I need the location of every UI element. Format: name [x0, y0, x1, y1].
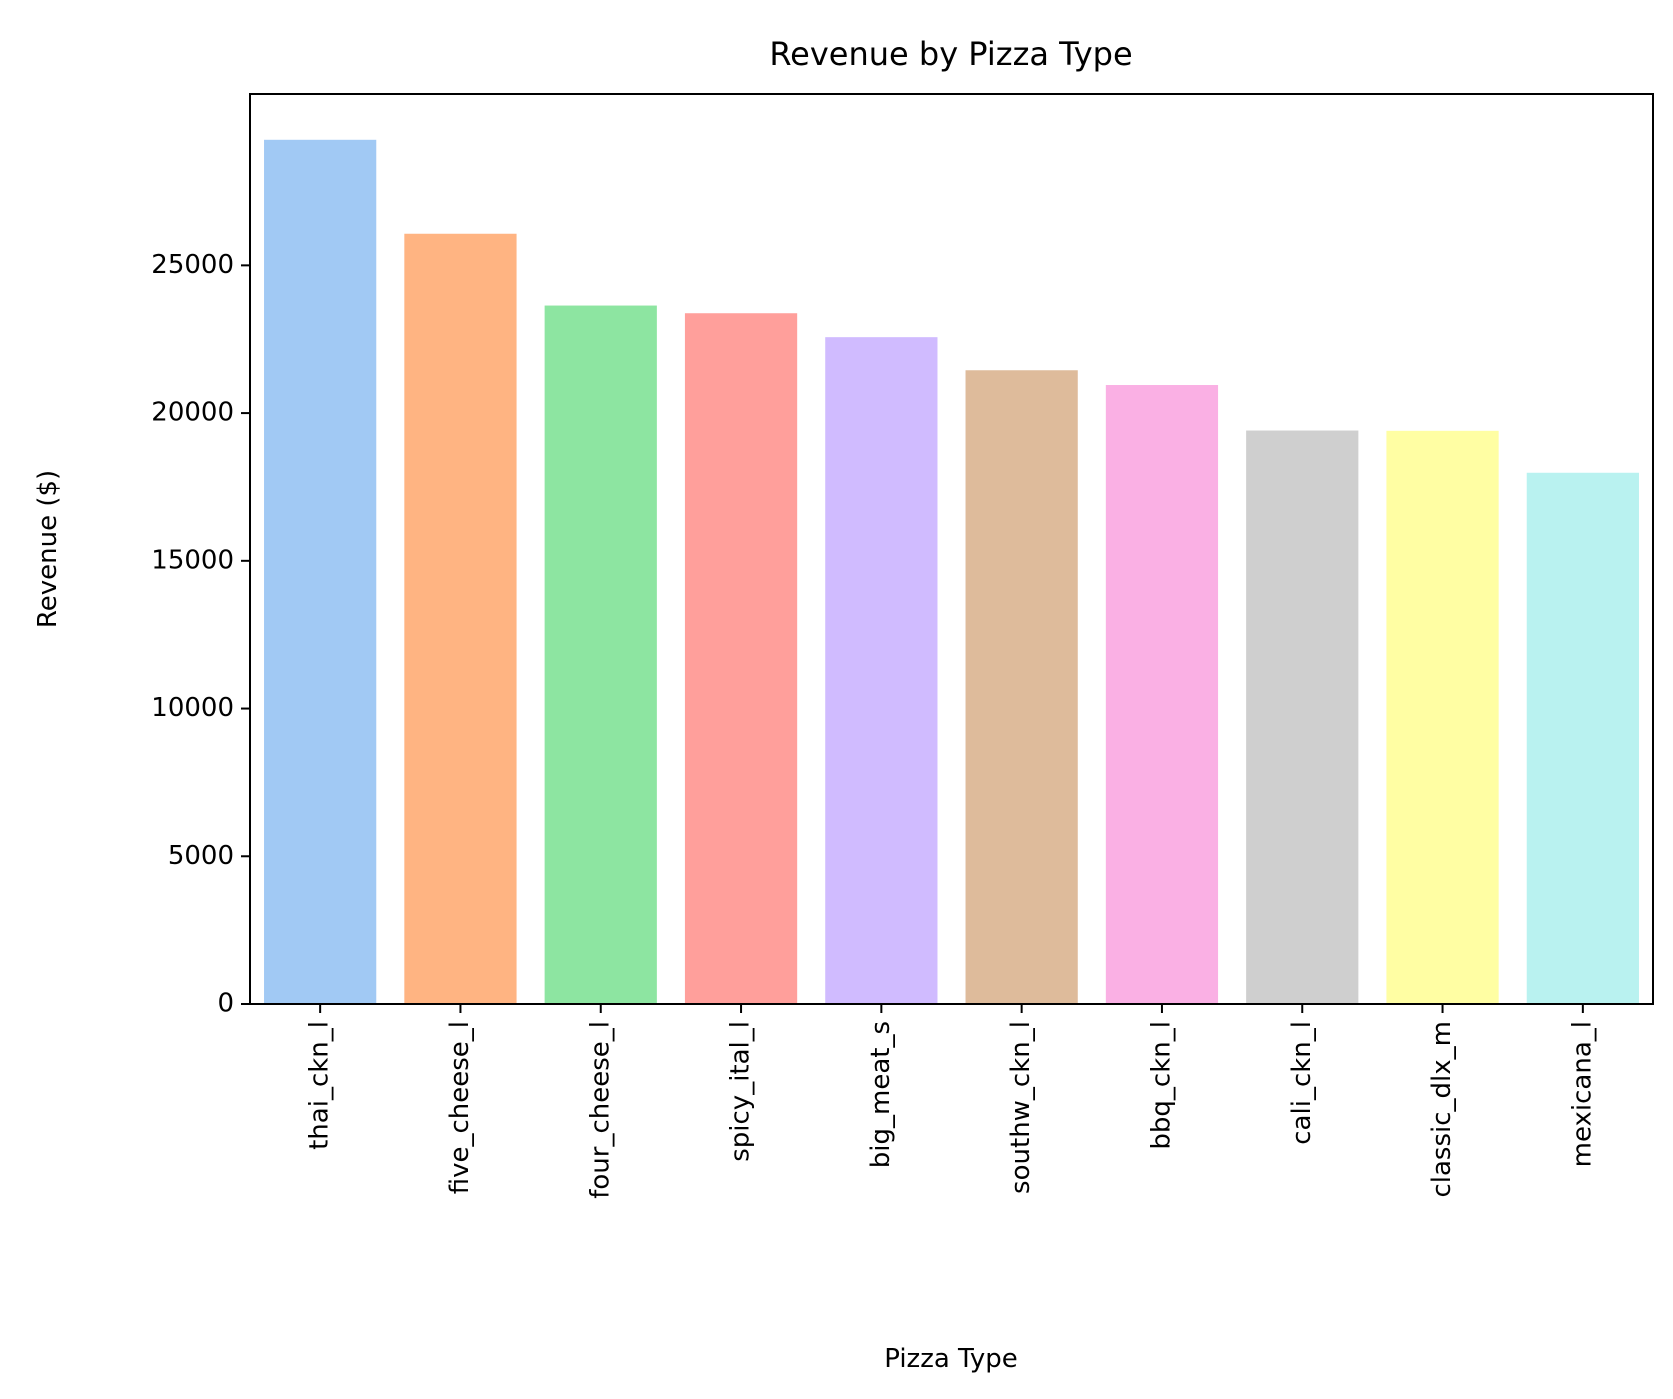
- chart-title: Revenue by Pizza Type: [769, 35, 1132, 73]
- bar-mexicana_l: [1526, 472, 1639, 1004]
- x-tick-label: bbq_ckn_l: [1146, 1021, 1176, 1150]
- x-tick-label: five_cheese_l: [445, 1021, 475, 1194]
- bar-big_meat_s: [825, 337, 938, 1004]
- bar-five_cheese_l: [404, 233, 517, 1004]
- x-tick-label: four_cheese_l: [585, 1021, 615, 1199]
- y-axis: 0 5000 10000 15000 20000 25000: [151, 250, 250, 1019]
- x-axis-label: Pizza Type: [884, 1344, 1018, 1374]
- y-tick-label: 15000: [151, 545, 234, 575]
- bar-southw_ckn_l: [965, 370, 1078, 1004]
- plot-area: [264, 139, 1639, 1005]
- x-tick-label: classic_dlx_m: [1427, 1021, 1457, 1198]
- x-tick-label: spicy_ital_l: [726, 1021, 756, 1162]
- bar-bbq_ckn_l: [1105, 385, 1219, 1004]
- bar-four_cheese_l: [544, 305, 657, 1004]
- x-tick-label: big_meat_s: [866, 1021, 896, 1168]
- y-tick-label: 5000: [168, 841, 234, 871]
- y-tick-label: 0: [217, 989, 234, 1019]
- x-tick-label: southw_ckn_l: [1006, 1021, 1036, 1194]
- x-tick-label: mexicana_l: [1567, 1021, 1597, 1167]
- bar-spicy_ital_l: [684, 313, 798, 1005]
- y-tick-label: 20000: [151, 398, 234, 428]
- y-tick-label: 25000: [151, 250, 234, 280]
- x-tick-label: cali_ckn_l: [1287, 1021, 1317, 1145]
- x-tick-label: thai_ckn_l: [305, 1021, 335, 1150]
- y-axis-label: Revenue ($): [33, 470, 63, 628]
- bar-cali_ckn_l: [1246, 430, 1359, 1004]
- plot-frame: [249, 93, 1654, 1005]
- y-tick-label: 10000: [151, 693, 234, 723]
- bar-thai_ckn_l: [264, 139, 377, 1005]
- bar-classic_dlx_m: [1386, 430, 1499, 1004]
- x-axis: thai_ckn_l five_cheese_l four_cheese_l spic…: [305, 1004, 1597, 1199]
